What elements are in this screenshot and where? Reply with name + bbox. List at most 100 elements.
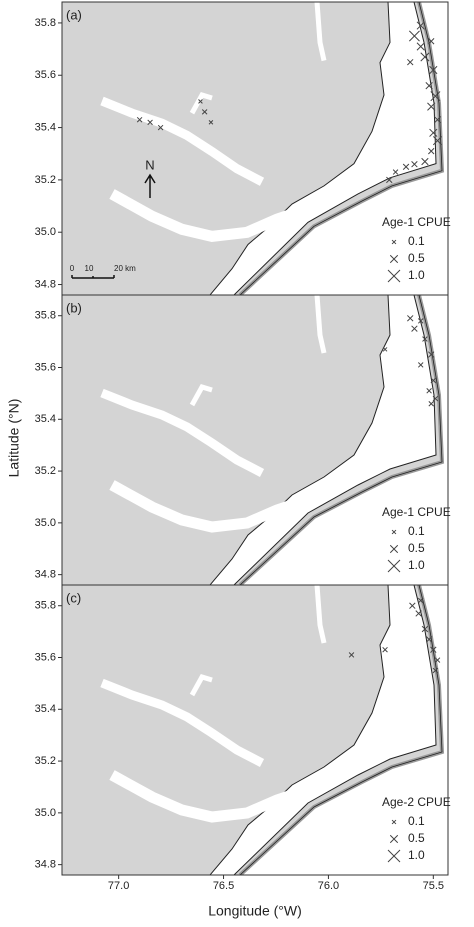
cross-marker (430, 91, 441, 102)
cross-marker (382, 347, 388, 352)
cross-marker (416, 21, 425, 30)
cross-marker (429, 128, 438, 137)
cross-marker (208, 120, 214, 125)
y-tick-label: 35.6 (35, 361, 56, 373)
y-tick-label: 35.4 (35, 413, 56, 425)
cross-marker (428, 147, 435, 155)
cross-marker (201, 109, 208, 115)
map-background (62, 2, 448, 295)
legend-label: 0.5 (408, 251, 425, 265)
north-label: N (145, 157, 154, 172)
cross-marker (429, 65, 438, 75)
legend-marker (389, 254, 399, 264)
x-tick-label: 76.0 (318, 880, 339, 892)
legend-title: Age-2 CPUE (382, 795, 451, 809)
y-tick-label: 35.2 (35, 174, 56, 186)
panel: (b) 34.8 35.0 35.2 35.4 35.6 35.8 Age-1 CPUE 0.1… (35, 294, 451, 586)
north-arrow (144, 173, 156, 198)
scale-bar-label: 0 (70, 264, 75, 273)
map-background (62, 295, 448, 585)
legend-marker (391, 529, 397, 535)
y-tick-label: 35.0 (35, 807, 56, 819)
cross-marker (428, 400, 434, 407)
legend-marker (391, 239, 397, 245)
x-tick-label: 76.5 (213, 880, 234, 892)
legend-label: 1.0 (408, 558, 425, 572)
y-tick-label: 35.6 (35, 651, 56, 663)
cross-marker (136, 116, 143, 123)
legend-marker (387, 559, 401, 573)
legend-marker (389, 834, 399, 844)
map-background (62, 585, 448, 875)
scale-bar-label: 20 km (114, 264, 136, 273)
y-tick-label: 35.4 (35, 121, 56, 133)
cross-marker (417, 318, 424, 324)
legend-label: 0.5 (408, 831, 425, 845)
legend-label: 0.1 (408, 234, 425, 248)
y-tick-label: 35.8 (35, 310, 56, 322)
y-tick-label: 35.2 (35, 755, 56, 767)
panel: (a) 34.8 35.0 35.2 35.4 35.6 35.8 Age-1 CPUE 0.1… (35, 1, 451, 296)
cross-marker (428, 351, 435, 358)
cross-marker (427, 102, 436, 111)
x-tick-label: 77.0 (108, 880, 129, 892)
cross-marker (409, 602, 416, 609)
cross-marker (433, 116, 442, 124)
y-tick-label: 35.8 (35, 600, 56, 612)
panel-label: (a) (66, 7, 82, 22)
panel-frame (61, 584, 449, 876)
cross-marker (421, 157, 429, 166)
cross-marker (382, 646, 388, 653)
cross-marker (430, 646, 437, 653)
cross-marker (416, 42, 425, 51)
cross-marker (415, 610, 422, 617)
cross-marker (402, 163, 410, 171)
cross-marker (407, 315, 414, 322)
panel: (c) 34.8 35.0 35.2 35.4 35.6 35.8 77.0 76.5 76.0 7… (35, 584, 451, 892)
cross-marker (422, 336, 428, 342)
legend-label: 0.1 (408, 814, 425, 828)
cross-marker (392, 169, 399, 175)
cross-marker (432, 395, 439, 402)
cross-marker (147, 119, 153, 126)
legend-label: 0.1 (408, 524, 425, 538)
cross-marker (407, 58, 414, 66)
cross-marker (408, 30, 420, 42)
y-axis-label: Latitude (°N) (6, 399, 22, 478)
x-tick-label: 75.5 (423, 880, 444, 892)
y-tick-label: 35.8 (35, 17, 56, 29)
cross-marker (432, 136, 443, 146)
y-tick-label: 34.8 (35, 569, 56, 581)
cross-marker (198, 99, 203, 104)
cross-marker (432, 667, 439, 674)
cross-marker (420, 52, 430, 62)
cross-marker (386, 176, 393, 184)
cross-marker (425, 636, 433, 643)
legend-label: 1.0 (408, 268, 425, 282)
y-tick-label: 35.2 (35, 465, 56, 477)
cross-marker (417, 597, 424, 604)
legend-label: 0.5 (408, 541, 425, 555)
cross-marker (425, 82, 433, 90)
y-tick-label: 34.8 (35, 859, 56, 871)
y-tick-label: 35.4 (35, 703, 56, 715)
scale-bar (71, 275, 115, 279)
legend-marker (389, 544, 399, 554)
cross-marker (426, 388, 432, 394)
cross-marker (421, 625, 429, 633)
scale-bar-label: 10 (85, 264, 94, 273)
x-axis-label: Longitude (°W) (208, 903, 302, 919)
legend-title: Age-1 CPUE (382, 215, 451, 229)
legend-marker (387, 269, 401, 283)
legend-marker (391, 819, 397, 825)
y-tick-label: 35.6 (35, 69, 56, 81)
cross-marker (434, 657, 441, 663)
y-tick-label: 35.0 (35, 226, 56, 238)
y-tick-label: 34.8 (35, 278, 56, 290)
panel-label: (c) (66, 590, 81, 605)
legend-title: Age-1 CPUE (382, 505, 451, 519)
cross-marker (430, 377, 437, 384)
cross-marker (417, 362, 424, 368)
cross-marker (428, 38, 435, 45)
